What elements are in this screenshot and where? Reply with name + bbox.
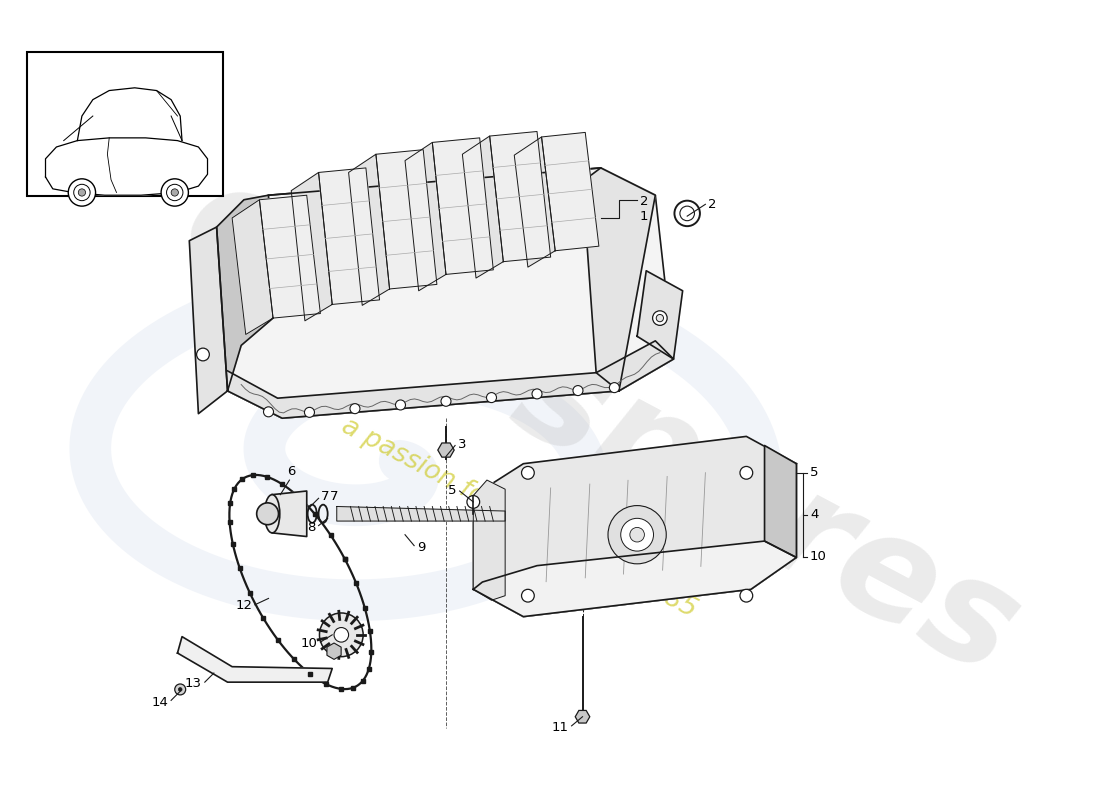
Text: 2: 2 xyxy=(640,195,648,208)
Circle shape xyxy=(532,389,542,399)
Circle shape xyxy=(657,314,663,322)
Circle shape xyxy=(441,396,451,406)
Bar xyxy=(28,52,223,196)
Text: 5: 5 xyxy=(449,484,456,497)
Circle shape xyxy=(172,189,178,196)
Circle shape xyxy=(609,382,619,393)
Text: a passion for parts since 1985: a passion for parts since 1985 xyxy=(337,414,701,623)
Circle shape xyxy=(740,466,752,479)
Text: 14: 14 xyxy=(152,696,168,709)
Polygon shape xyxy=(319,168,380,305)
Text: 12: 12 xyxy=(235,599,252,612)
Text: 9: 9 xyxy=(417,541,426,554)
Text: 10: 10 xyxy=(300,638,318,650)
Circle shape xyxy=(178,688,182,691)
Polygon shape xyxy=(764,446,796,558)
Circle shape xyxy=(161,179,188,206)
Polygon shape xyxy=(473,437,796,617)
Polygon shape xyxy=(432,138,493,274)
Ellipse shape xyxy=(264,494,279,533)
Circle shape xyxy=(680,206,694,221)
Text: 1: 1 xyxy=(640,210,648,222)
Circle shape xyxy=(608,506,667,564)
Circle shape xyxy=(573,386,583,395)
Circle shape xyxy=(466,495,480,508)
Polygon shape xyxy=(490,131,551,262)
Circle shape xyxy=(396,400,406,410)
Circle shape xyxy=(486,393,496,402)
Circle shape xyxy=(630,527,645,542)
Text: 2: 2 xyxy=(708,198,716,211)
Polygon shape xyxy=(228,341,673,418)
Text: 5: 5 xyxy=(810,466,818,479)
Circle shape xyxy=(305,407,315,418)
Circle shape xyxy=(197,348,209,361)
Polygon shape xyxy=(376,150,437,289)
Text: 7: 7 xyxy=(321,490,330,503)
Circle shape xyxy=(674,201,700,226)
Circle shape xyxy=(334,627,349,642)
Circle shape xyxy=(350,404,360,414)
Polygon shape xyxy=(292,173,332,321)
Polygon shape xyxy=(217,195,273,391)
Polygon shape xyxy=(337,506,505,521)
Polygon shape xyxy=(260,195,320,318)
Polygon shape xyxy=(177,637,332,682)
Circle shape xyxy=(78,189,86,196)
Text: eurospares: eurospares xyxy=(161,149,1041,706)
Text: 13: 13 xyxy=(185,678,202,690)
Polygon shape xyxy=(217,168,673,418)
Circle shape xyxy=(68,179,96,206)
Text: 7: 7 xyxy=(330,490,338,503)
Polygon shape xyxy=(272,491,307,537)
Text: 11: 11 xyxy=(552,721,569,734)
Text: 10: 10 xyxy=(810,550,827,563)
Polygon shape xyxy=(541,133,598,250)
Circle shape xyxy=(652,311,668,326)
Circle shape xyxy=(74,184,90,201)
Circle shape xyxy=(521,590,535,602)
Polygon shape xyxy=(349,154,389,306)
Circle shape xyxy=(620,518,653,551)
Polygon shape xyxy=(473,480,505,600)
Polygon shape xyxy=(637,270,683,359)
Circle shape xyxy=(740,590,752,602)
Text: 3: 3 xyxy=(458,438,466,451)
Polygon shape xyxy=(514,137,556,267)
Polygon shape xyxy=(189,227,228,414)
Polygon shape xyxy=(583,168,656,391)
Polygon shape xyxy=(462,136,504,278)
Circle shape xyxy=(166,184,183,201)
Circle shape xyxy=(264,407,274,417)
Polygon shape xyxy=(45,138,208,195)
Circle shape xyxy=(256,503,278,525)
Text: 4: 4 xyxy=(810,508,818,521)
Text: 8: 8 xyxy=(308,521,316,534)
Polygon shape xyxy=(405,142,446,290)
Polygon shape xyxy=(473,541,796,617)
Polygon shape xyxy=(232,200,273,334)
Circle shape xyxy=(319,613,363,657)
Circle shape xyxy=(175,684,186,695)
Text: 6: 6 xyxy=(287,466,296,478)
Circle shape xyxy=(521,466,535,479)
